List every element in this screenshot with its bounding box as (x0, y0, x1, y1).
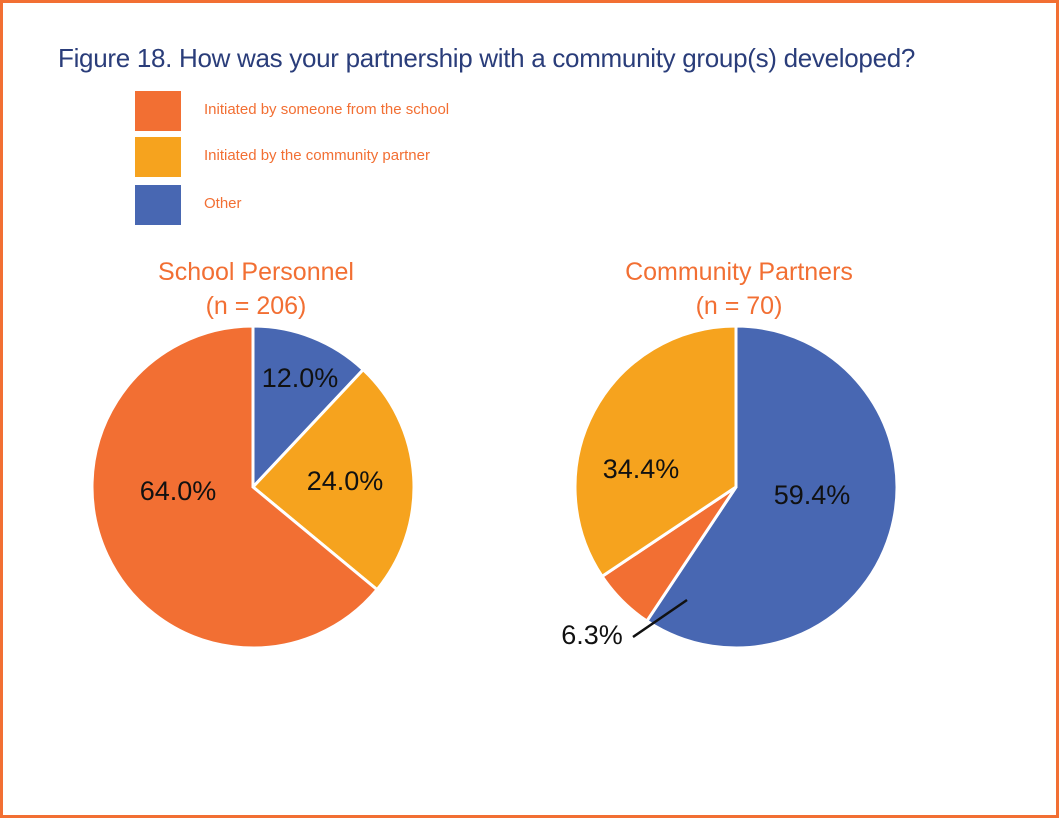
pie-0: 12.0% 24.0% 64.0% (90, 324, 416, 650)
pie-title-community-partners: Community Partners (n = 70) (589, 255, 889, 323)
legend-swatch-school (135, 91, 181, 131)
pie-slice-other (644, 324, 899, 650)
pie-1: 59.4% 6.3% 34.4% (561, 324, 899, 650)
pie-data-label: 6.3% (561, 620, 623, 650)
legend-swatch-other (135, 185, 181, 225)
pie-data-label: 64.0% (140, 476, 217, 506)
pie-title-text: School Personnel (158, 258, 354, 286)
pie-data-label: 24.0% (307, 466, 384, 496)
pie-subtitle-text: (n = 70) (695, 292, 783, 320)
pie-slice-initiated-by-the-community-partner (250, 367, 416, 592)
legend-label-other: Other (204, 195, 242, 212)
pie-data-label: 12.0% (262, 363, 339, 393)
legend-label-school: Initiated by someone from the school (204, 101, 450, 118)
pie-subtitle-text: (n = 206) (205, 292, 307, 320)
pie-data-label: 59.4% (774, 480, 851, 510)
figure-title: Figure 18. How was your partnership with… (58, 43, 916, 73)
pie-slice-initiated-by-someone-from-the-school (90, 324, 380, 650)
pie-title-school-personnel: School Personnel (n = 206) (106, 255, 406, 323)
pie-slice-initiated-by-the-community-partner (573, 324, 738, 579)
legend-swatch-community (135, 137, 181, 177)
pie-data-label: 34.4% (603, 454, 680, 484)
legend-label-community: Initiated by the community partner (204, 147, 430, 164)
pie-slice-other (251, 324, 366, 491)
pie-title-text: Community Partners (625, 258, 853, 286)
callout-line (632, 598, 688, 639)
